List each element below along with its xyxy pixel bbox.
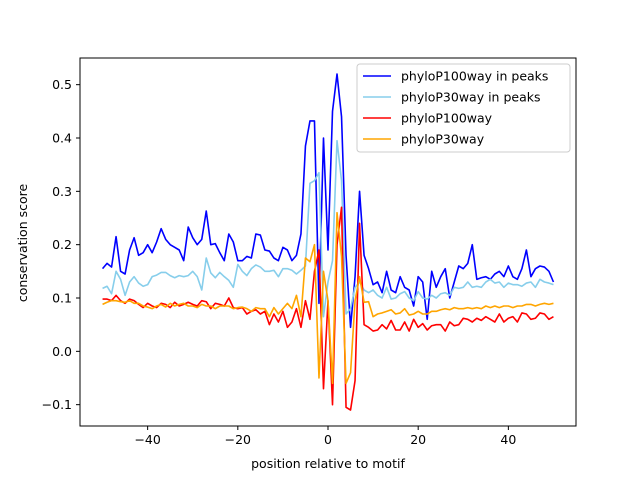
legend-label: phyloP100way	[401, 111, 493, 126]
series-line-2	[102, 139, 554, 318]
y-tick-label: 0.1	[52, 291, 72, 306]
legend: phyloP100way in peaks phyloP30way in peak…	[356, 63, 571, 153]
legend-label: phyloP30way	[401, 132, 485, 147]
legend-label: phyloP30way in peaks	[401, 90, 540, 105]
y-axis-label: conservation score	[15, 184, 30, 303]
series-line-4	[102, 211, 554, 385]
x-tick-label: 20	[410, 432, 426, 447]
x-tick-label: −40	[134, 432, 160, 447]
y-tick-label: 0.0	[52, 344, 72, 359]
y-tick-label: −0.1	[42, 397, 72, 412]
x-tick-label: 40	[500, 432, 516, 447]
y-tick-label: 0.4	[52, 131, 72, 146]
y-tick-label: 0.5	[52, 77, 72, 92]
series-line-1	[101, 73, 555, 329]
y-tick-label: 0.3	[52, 184, 72, 199]
x-tick-label: −20	[225, 432, 251, 447]
legend-label: phyloP100way in peaks	[401, 69, 548, 84]
axes-layer: −40 −20 0 20 40 −0.1 0.0 0.1 0.2 0.3 0.4 0.5	[42, 57, 577, 447]
series-layer	[101, 73, 555, 411]
x-tick-label: 0	[324, 432, 332, 447]
y-tick-label: 0.2	[52, 237, 72, 252]
x-axis-label: position relative to motif	[251, 456, 405, 471]
legend-box	[356, 63, 571, 153]
